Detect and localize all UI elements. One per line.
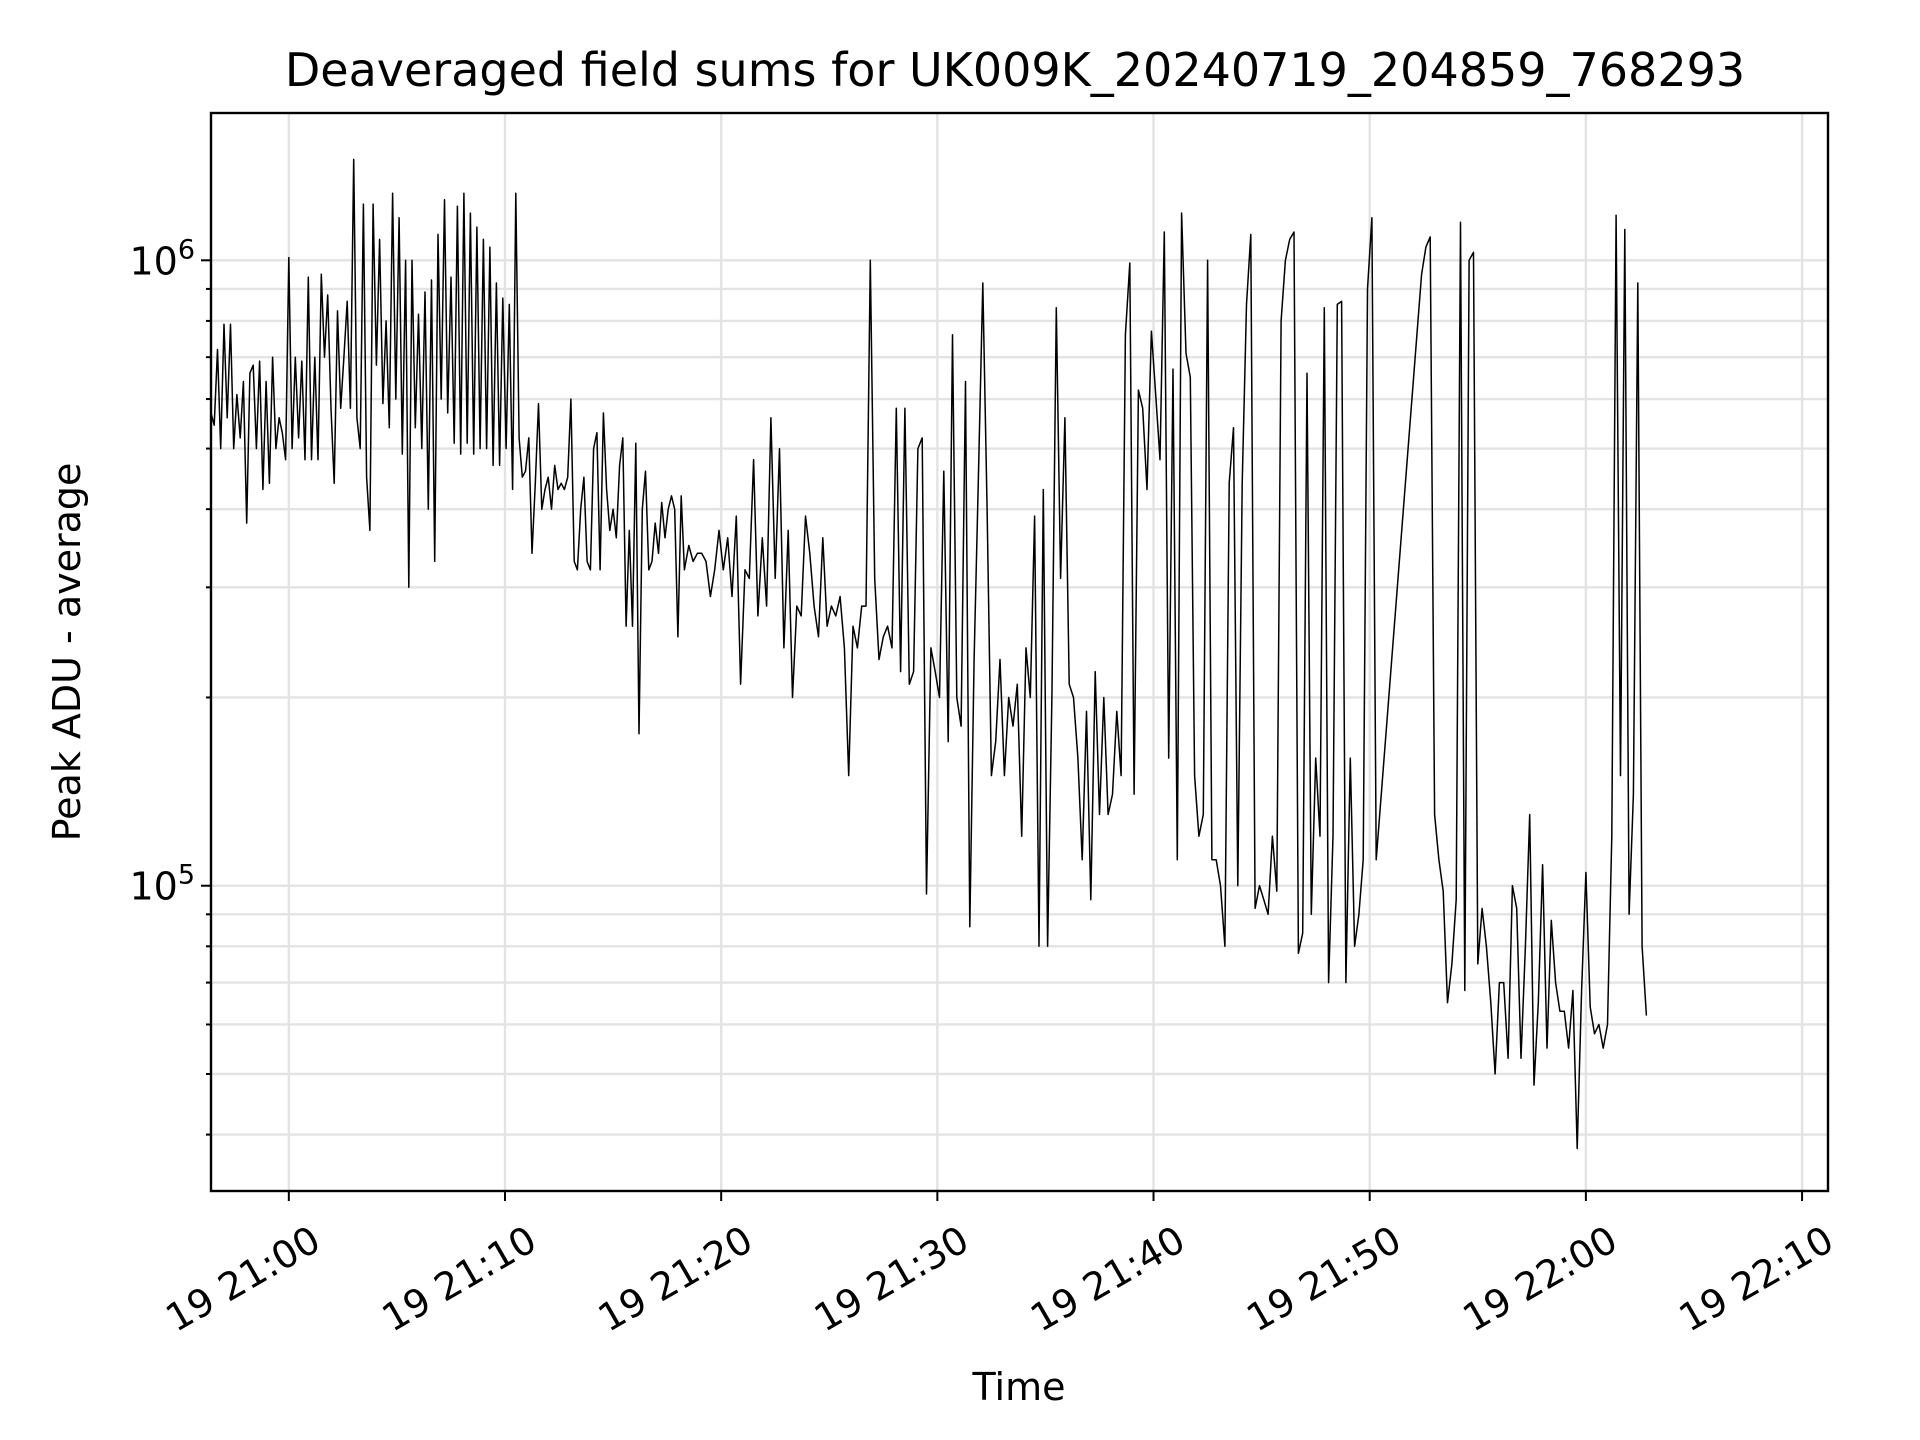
x-tick-label: 19 21:00	[158, 1217, 327, 1340]
x-tick-label: 19 22:00	[1455, 1217, 1624, 1340]
x-tick-label: 19 21:40	[1023, 1217, 1192, 1340]
x-tick-label: 19 21:10	[375, 1217, 544, 1340]
x-axis-label: Time	[972, 1365, 1066, 1409]
data-series	[210, 158, 1648, 1150]
y-tick-label: 106	[129, 234, 195, 283]
y-tick-label: 105	[129, 860, 195, 909]
y-axis-ticks: 105 106	[129, 234, 211, 1136]
y-tick-label-exponent: 6	[178, 234, 195, 265]
y-axis-label: Peak ADU - average	[45, 463, 89, 842]
chart-title: Deaveraged field sums for UK009K_2024071…	[285, 43, 1745, 97]
x-axis-ticks: 19 21:00 19 21:10 19 21:20 19 21:30 19 21:40…	[158, 1191, 1841, 1340]
y-tick-label-exponent: 5	[178, 860, 195, 891]
x-tick-label: 19 21:50	[1239, 1217, 1408, 1340]
x-tick-label: 19 21:20	[591, 1217, 760, 1340]
x-tick-label: 19 22:10	[1672, 1217, 1841, 1340]
series-line	[210, 158, 1648, 1150]
plot-frame	[209, 111, 1830, 1193]
grid-lines	[211, 113, 1828, 1191]
x-tick-label: 19 21:30	[807, 1217, 976, 1340]
